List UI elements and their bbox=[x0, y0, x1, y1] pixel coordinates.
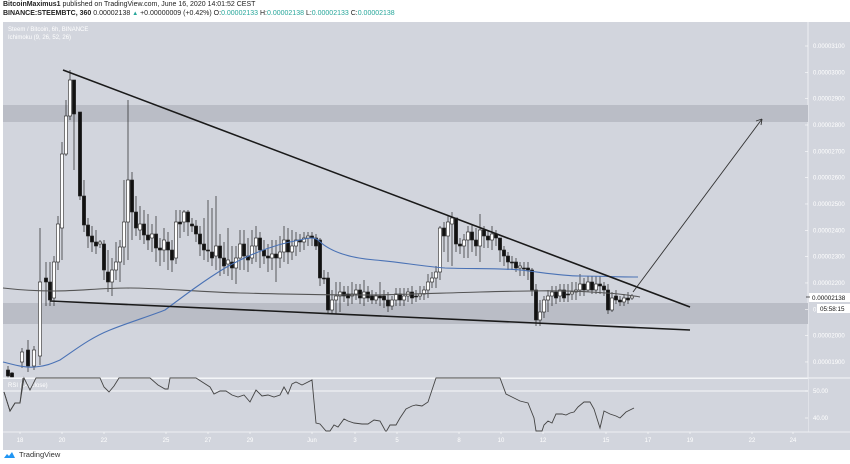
date-tick-label: 29 bbox=[247, 438, 254, 444]
last-price: 0.00002138 bbox=[93, 10, 131, 17]
series-legend: Steem / Bitcoin, 6h, BINANCE bbox=[8, 27, 88, 33]
tradingview-logo[interactable]: TradingView bbox=[3, 450, 60, 459]
price-tick-label: 0.00002400 bbox=[813, 228, 845, 234]
date-tick-label: 3 bbox=[353, 438, 357, 444]
rsi-panel[interactable] bbox=[3, 379, 808, 432]
up-arrow-icon: ▲ bbox=[132, 11, 139, 17]
countdown-text: 05:58:15 bbox=[820, 306, 845, 313]
date-tick-label: 17 bbox=[645, 438, 652, 444]
author-name[interactable]: BitcoinMaximus1 bbox=[3, 1, 61, 8]
rsi-tick-50: 50.00 bbox=[813, 389, 829, 395]
descending-trendline[interactable] bbox=[62, 69, 691, 308]
price-tick-label: 0.00002900 bbox=[813, 97, 845, 103]
date-tick-label: 10 bbox=[498, 438, 505, 444]
date-tick-label: 5 bbox=[395, 438, 399, 444]
date-tick-label: 12 bbox=[540, 438, 547, 444]
last-price-badge-text: 0.00002138 bbox=[812, 295, 846, 302]
rsi-line bbox=[3, 376, 635, 433]
rsi-series bbox=[3, 376, 635, 433]
close-value: 0.00002138 bbox=[357, 10, 395, 17]
price-tick-label: 0.00002000 bbox=[813, 334, 845, 340]
date-tick-label: 19 bbox=[687, 438, 694, 444]
low-label: L: bbox=[305, 10, 312, 17]
close-label: C: bbox=[350, 10, 358, 17]
price-tick-label: 0.00002200 bbox=[813, 281, 845, 287]
open-label: O: bbox=[213, 10, 222, 17]
support-trendline[interactable] bbox=[49, 300, 691, 331]
date-tick-label: 27 bbox=[205, 438, 212, 444]
date-tick-label: 15 bbox=[603, 438, 610, 444]
last-price-badge bbox=[809, 293, 850, 302]
date-tick-label: 8 bbox=[457, 438, 461, 444]
countdown-badge bbox=[817, 304, 850, 313]
price-change: +0.00000009 (+0.42%) bbox=[140, 10, 212, 17]
date-tick-label: 20 bbox=[59, 438, 66, 444]
price-axis-ticks: 0.00003100 0.00003000 0.00002900 0.00002800… bbox=[805, 44, 845, 366]
date-tick-label: 18 bbox=[17, 438, 24, 444]
date-tick-label: Jun bbox=[307, 438, 317, 444]
arrow-head-icon bbox=[755, 118, 763, 126]
date-tick-label: 22 bbox=[101, 438, 108, 444]
symbol-line: BINANCE:STEEMBTC, 360 0.00002138 ▲ +0.00… bbox=[3, 9, 395, 19]
price-tick-label: 0.00003000 bbox=[813, 70, 845, 76]
logo-text: TradingView bbox=[19, 450, 61, 459]
time-axis[interactable] bbox=[3, 432, 850, 450]
time-axis-ticks: 18 20 22 25 27 29 Jun 3 5 8 10 12 15 17 19 22 24 bbox=[17, 432, 797, 444]
date-tick-label: 24 bbox=[790, 438, 797, 444]
baseline-dark bbox=[2, 287, 641, 298]
projection-arrow[interactable] bbox=[632, 118, 763, 293]
open-value: 0.00002133 bbox=[221, 10, 259, 17]
indicator-legend: Ichimoku (9, 26, 52, 26) bbox=[8, 35, 71, 41]
price-tick-label: 0.00002600 bbox=[813, 176, 845, 182]
publish-info: published on TradingView.com, June 16, 2… bbox=[60, 1, 256, 8]
chart-canvas[interactable]: Steem / Bitcoin, 6h, BINANCE Ichimoku (9… bbox=[0, 0, 850, 450]
price-tick-label: 0.00003100 bbox=[813, 44, 845, 50]
cloud-logo-icon bbox=[4, 451, 15, 458]
price-tick-label: 0.00002300 bbox=[813, 255, 845, 261]
resistance-zone bbox=[3, 105, 808, 122]
date-tick-label: 25 bbox=[163, 438, 170, 444]
symbol-name[interactable]: BINANCE:STEEMBTC, 360 bbox=[3, 10, 92, 17]
low-value: 0.00002133 bbox=[311, 10, 349, 17]
publish-line: BitcoinMaximus1 published on TradingView… bbox=[3, 0, 255, 10]
price-tick-label: 0.00001900 bbox=[813, 360, 845, 366]
price-tick-label: 0.00002700 bbox=[813, 149, 845, 155]
high-label: H: bbox=[260, 10, 267, 17]
moving-average-blue bbox=[2, 237, 639, 368]
price-axis[interactable] bbox=[808, 22, 850, 432]
date-tick-label: 22 bbox=[749, 438, 756, 444]
rsi-tick-40: 40.00 bbox=[813, 416, 829, 422]
price-tick-label: 0.00002800 bbox=[813, 123, 845, 129]
price-tick-label: 0.00002500 bbox=[813, 202, 845, 208]
high-value: 0.00002138 bbox=[267, 10, 304, 17]
candlestick-series bbox=[6, 70, 634, 378]
